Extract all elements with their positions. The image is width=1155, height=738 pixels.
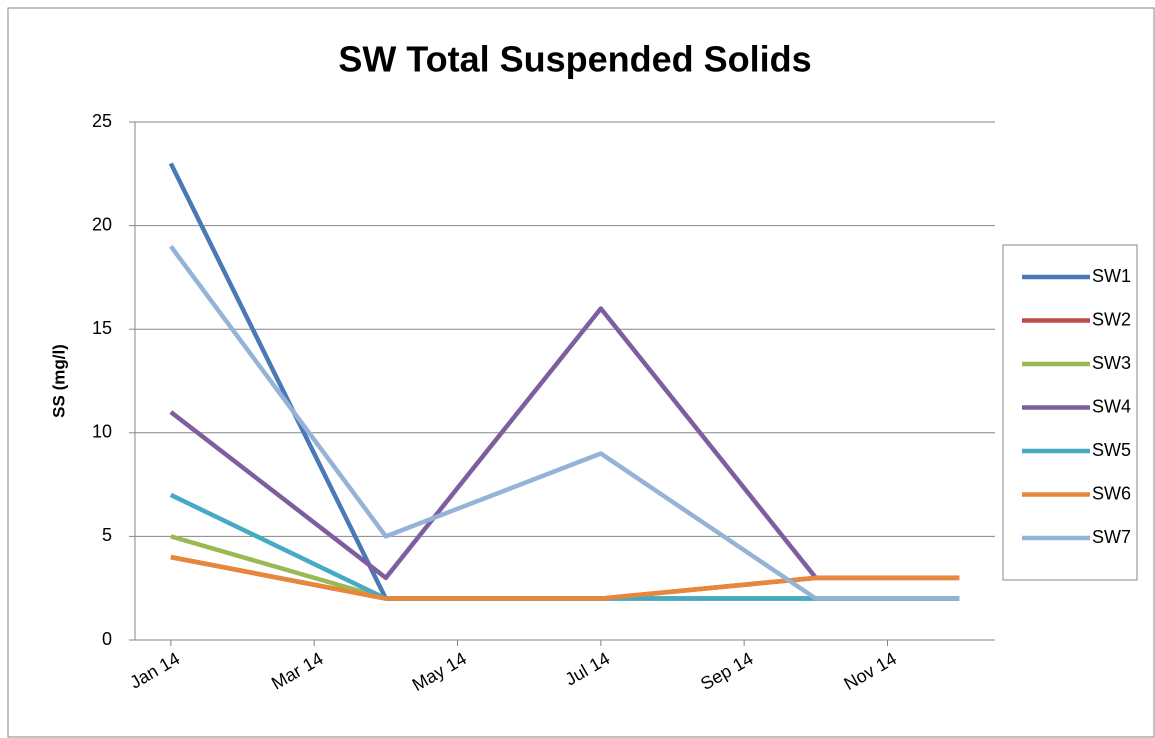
y-tick-label: 15 (92, 318, 112, 338)
legend-label: SW3 (1092, 353, 1131, 373)
y-tick-label: 10 (92, 422, 112, 442)
legend-label: SW1 (1092, 266, 1131, 286)
legend (1002, 244, 1138, 581)
y-tick-label: 25 (92, 111, 112, 131)
y-tick-label: 5 (102, 525, 112, 545)
chart-frame (7, 7, 1155, 738)
legend-label: SW5 (1092, 440, 1131, 460)
legend-label: SW4 (1092, 396, 1131, 416)
chart-title: SW Total Suspended Solids (338, 39, 811, 80)
legend-label: SW7 (1092, 527, 1131, 547)
series-line (170, 554, 960, 601)
y-axis-label: SS (mg/l) (49, 344, 68, 418)
y-tick-label: 0 (102, 629, 112, 649)
series-line (169, 244, 960, 601)
legend-label: SW6 (1092, 483, 1131, 503)
y-tick-label: 20 (92, 214, 112, 234)
legend-label: SW2 (1092, 309, 1131, 329)
